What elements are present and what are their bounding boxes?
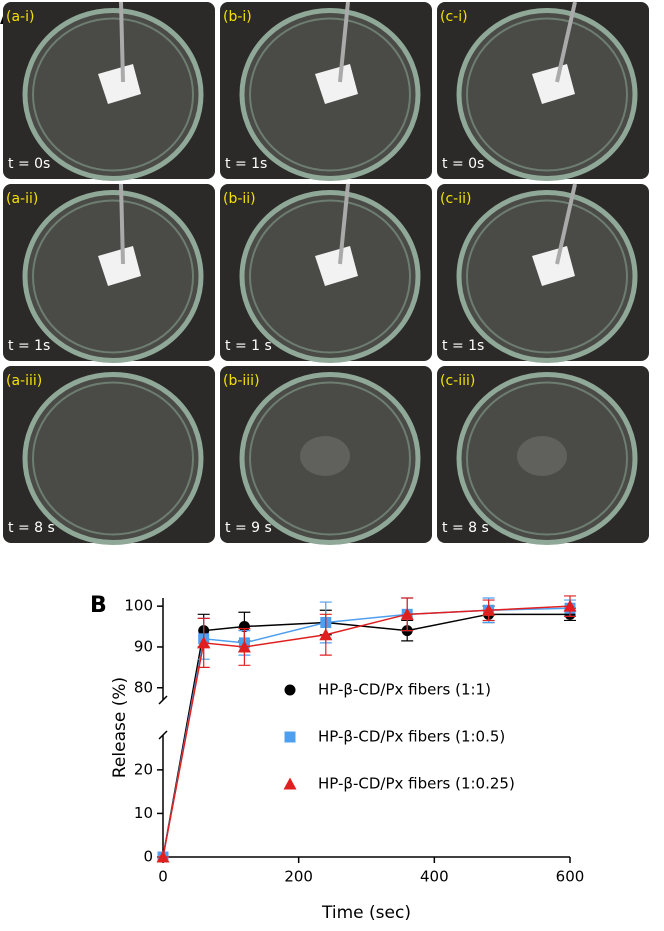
tweezers xyxy=(119,1,125,83)
marker xyxy=(197,636,211,649)
photo-time: t = 8 s xyxy=(8,520,55,536)
marker xyxy=(319,628,333,641)
photo-label: (a-i) xyxy=(6,9,34,25)
tweezers xyxy=(119,183,125,265)
x-axis-label: Time (sec) xyxy=(321,903,411,923)
fiber-mat xyxy=(315,246,358,286)
petri-dish-rim xyxy=(249,199,411,354)
photo-label: (c-i) xyxy=(440,9,468,25)
y-axis-label: Release (%) xyxy=(110,677,130,778)
legend-marker xyxy=(284,731,296,743)
petri-dish-rim xyxy=(466,199,628,354)
photo-time: t = 9 s xyxy=(225,520,272,536)
photo-label: (a-iii) xyxy=(6,373,42,389)
panel-label: B xyxy=(90,593,107,618)
legend-label: HP-β-CD/Px fibers (1:0.5) xyxy=(318,728,505,746)
photo-time: t = 0s xyxy=(442,156,484,172)
residue xyxy=(517,436,567,476)
y-tick-label: 80 xyxy=(134,678,153,696)
photo-label: (b-ii) xyxy=(223,191,256,207)
photo-time: t = 8 s xyxy=(442,520,489,536)
x-tick-label: 400 xyxy=(420,868,449,886)
petri-dish-rim xyxy=(249,381,411,536)
fiber-mat xyxy=(98,64,141,104)
y-tick-label: 10 xyxy=(134,804,153,822)
petri-dish-rim xyxy=(32,381,194,536)
petri-dish-rim xyxy=(32,17,194,172)
petri-dish-rim xyxy=(32,199,194,354)
fiber-mat xyxy=(315,64,358,104)
legend-label: HP-β-CD/Px fibers (1:1) xyxy=(318,681,491,699)
fiber-mat xyxy=(98,246,141,286)
photo-label: (b-iii) xyxy=(223,373,260,389)
petri-dish-rim xyxy=(466,17,628,172)
photo-time: t = 0s xyxy=(8,156,50,172)
tweezers xyxy=(555,183,577,265)
x-tick-label: 0 xyxy=(158,868,168,886)
x-tick-label: 200 xyxy=(284,868,313,886)
legend-label: HP-β-CD/Px fibers (1:0.25) xyxy=(318,775,515,793)
axis-break xyxy=(158,695,168,705)
marker xyxy=(237,640,251,653)
legend-marker xyxy=(283,777,297,790)
y-tick-label: 100 xyxy=(124,597,153,615)
x-tick-label: 600 xyxy=(556,868,585,886)
residue xyxy=(300,436,350,476)
photo-time: t = 1s xyxy=(442,338,484,354)
y-tick-label: 0 xyxy=(143,848,153,866)
marker xyxy=(563,599,577,612)
photo-label: (b-i) xyxy=(223,9,252,25)
petri-dish-rim xyxy=(466,381,628,536)
marker xyxy=(482,603,496,616)
photo-time: t = 1s xyxy=(8,338,50,354)
axis-break xyxy=(158,730,168,740)
petri-dish xyxy=(22,372,204,545)
fiber-mat xyxy=(532,246,575,286)
photo-label: (c-ii) xyxy=(440,191,471,207)
marker xyxy=(238,621,250,633)
y-tick-label: 90 xyxy=(134,637,153,655)
photo-time: t = 1s xyxy=(225,156,267,172)
y-tick-label: 20 xyxy=(134,760,153,778)
petri-dish-rim xyxy=(249,17,411,172)
tweezers xyxy=(555,1,577,83)
photo-label: (a-ii) xyxy=(6,191,38,207)
legend-marker xyxy=(284,684,296,696)
tweezers xyxy=(338,183,350,265)
marker xyxy=(400,607,414,620)
fiber-mat xyxy=(532,64,575,104)
tweezers xyxy=(338,1,350,83)
photo-time: t = 1 s xyxy=(225,338,272,354)
marker xyxy=(156,850,170,863)
photo-label: (c-iii) xyxy=(440,373,475,389)
